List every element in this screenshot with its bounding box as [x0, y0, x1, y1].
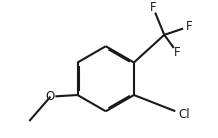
Text: Cl: Cl: [178, 108, 190, 121]
Text: O: O: [46, 90, 55, 103]
Text: F: F: [185, 20, 192, 33]
Text: F: F: [150, 1, 156, 14]
Text: F: F: [174, 46, 181, 59]
